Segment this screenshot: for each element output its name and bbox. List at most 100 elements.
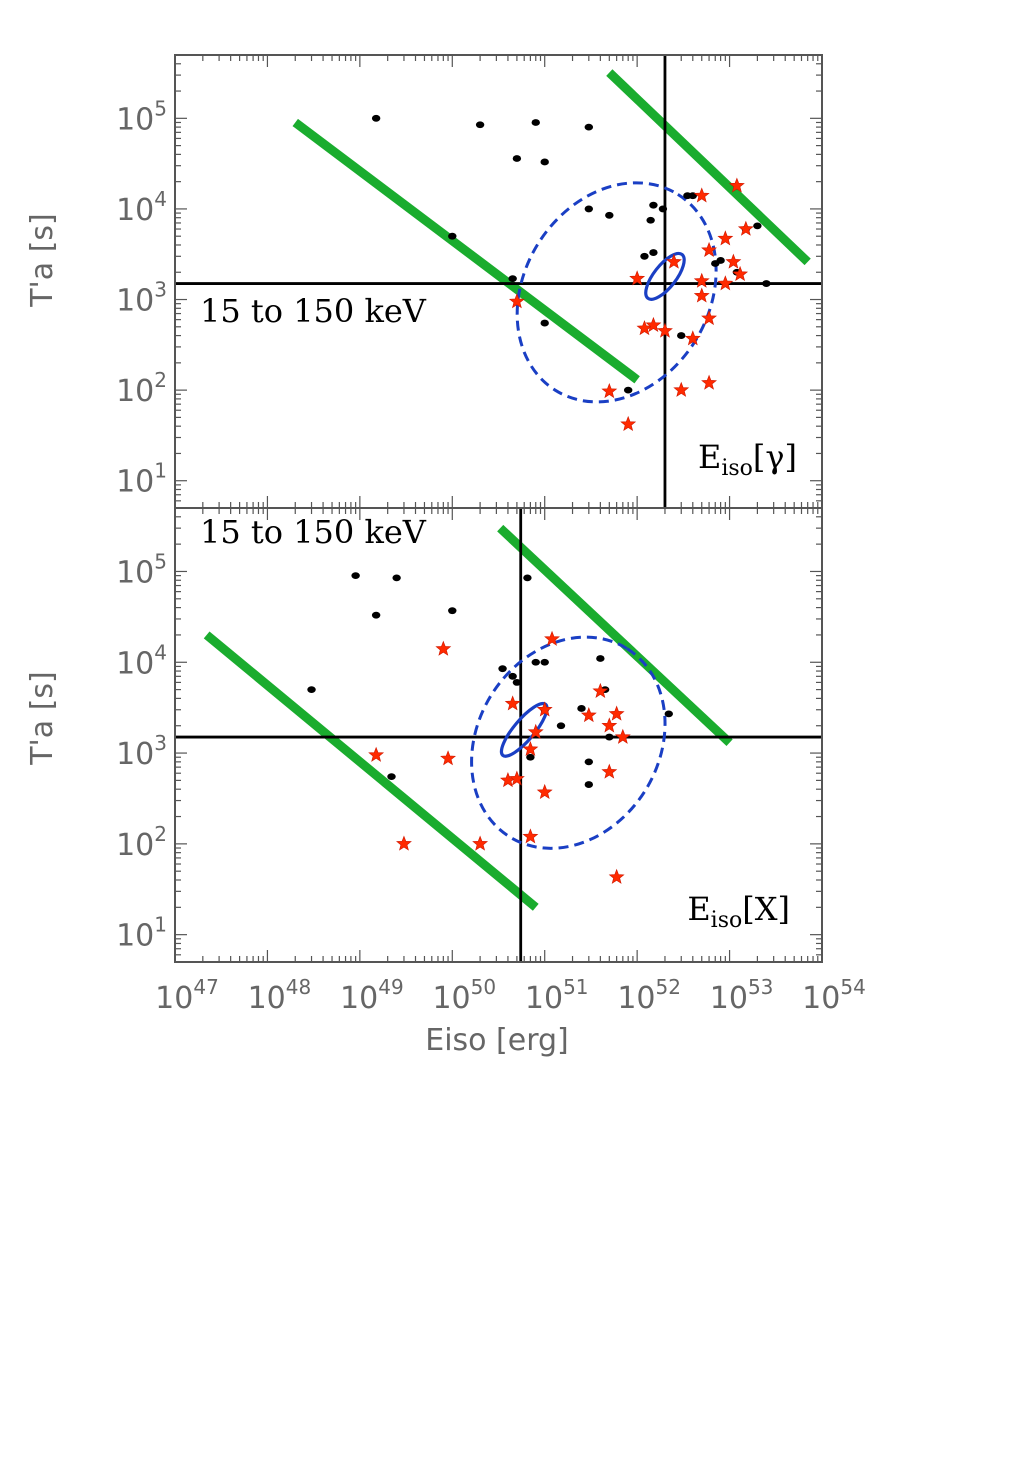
data-point-star [396,835,412,851]
y-tick-label-base: 10 [116,193,154,228]
x-tick-label-base: 10 [432,981,470,1016]
panel-label: Eiso[X] [687,890,790,933]
panel-label-subscript: iso [711,908,743,933]
y-tick-label-base: 10 [116,102,154,137]
y-tick-label-exponent: 3 [154,278,167,302]
x-tick-label: 1054 [802,975,866,1016]
panel-label: Eiso[γ] [698,438,797,481]
y-tick-label: 103 [116,731,167,772]
data-point-star [536,783,553,800]
data-point-star [580,707,597,723]
panel-label-subscript: iso [721,456,753,481]
data-point-dot [475,121,485,129]
data-point-dot [753,222,762,230]
data-point-dot [664,710,673,718]
data-point-dot [387,773,396,781]
x-tick-label: 1048 [248,975,312,1016]
data-point-star [629,270,646,286]
data-point-star [544,630,560,646]
x-tick-label-base: 10 [248,981,286,1016]
data-point-dot [596,655,605,662]
energy-band-annotation: 15 to 150 keV [200,513,427,551]
plot-area [175,55,822,508]
y-tick-label-base: 10 [116,737,154,772]
data-point-star [608,705,625,721]
y-axis-label: T'a [s] [25,671,60,766]
y-tick-label-base: 10 [116,919,154,954]
x-tick-label-base: 10 [617,981,655,1016]
green-bound-line [497,524,733,747]
data-point-star [673,381,690,397]
data-point-star [684,330,701,346]
plot-frame [174,507,823,963]
data-point-dot [371,611,381,619]
data-point-star [614,728,631,744]
data-point-star [657,322,673,338]
data-point-dot [658,205,668,213]
x-tick-label-exponent: 53 [748,975,773,999]
data-point-star [732,265,749,282]
data-point-dot [762,280,771,287]
green-bound-line [292,118,640,384]
x-tick-label-exponent: 51 [563,975,588,999]
data-point-star [693,287,710,303]
x-tick-label-exponent: 48 [286,975,311,999]
data-point-star [508,770,525,786]
y-tick-label: 104 [116,640,167,681]
x-tick-label-exponent: 50 [471,975,496,999]
data-point-dot [584,758,594,766]
x-tick-label-base: 10 [155,981,193,1016]
shared-x-axis: 1047 1048 1049 1050 1051 1052 1053 1054 [155,975,866,1016]
dashed-ellipse [470,635,667,850]
data-point-dot [508,275,517,283]
data-point-star [608,868,625,884]
y-tick-label-base: 10 [116,465,154,500]
data-point-dot [512,679,522,686]
y-tick-label: 103 [116,278,167,319]
y-tick-label-exponent: 5 [154,96,167,120]
y-tick-label: 104 [116,187,167,228]
y-tick-label-base: 10 [116,646,154,681]
y-tick-label-exponent: 1 [154,459,167,483]
data-point-star [717,230,734,246]
data-point-dot [623,386,633,394]
x-tick-label-exponent: 47 [193,975,218,999]
data-point-star [693,187,710,203]
y-tick-label-base: 10 [116,374,154,409]
data-point-star [725,253,742,269]
green-bound-line [203,631,539,911]
data-point-star [701,310,717,326]
data-point-dot [584,781,594,788]
data-point-dot [448,607,457,615]
data-point-star [522,828,539,844]
data-point-dot [540,319,549,327]
y-tick-label-base: 10 [116,828,154,863]
data-point-dot [711,260,720,267]
y-tick-label: 102 [116,822,167,863]
panel-label-argument: [γ] [753,438,797,476]
data-point-star [665,253,682,269]
x-tick-label: 1049 [340,975,404,1016]
data-point-dot [605,211,614,219]
panel-label-main: E [687,890,710,928]
y-tick-label: 101 [116,459,167,500]
data-point-dot [649,249,658,256]
y-tick-label-exponent: 2 [154,368,167,392]
y-tick-label-exponent: 4 [154,187,167,211]
data-point-dot [577,705,586,712]
data-point-star [472,835,489,851]
x-tick-label-exponent: 49 [378,975,403,999]
data-point-dot [531,119,540,126]
data-point-dot [605,733,614,741]
data-point-star [527,723,544,739]
y-tick-label: 102 [116,368,167,409]
data-point-star [601,717,618,733]
x-tick-label-base: 10 [525,981,563,1016]
data-point-dot [371,114,381,122]
data-point-star [728,177,745,193]
y-tick-label-base: 10 [116,284,154,319]
data-point-dot [540,658,549,666]
data-point-star [693,272,710,288]
y-tick-label-exponent: 5 [154,549,167,573]
green-bound-line [606,69,811,266]
